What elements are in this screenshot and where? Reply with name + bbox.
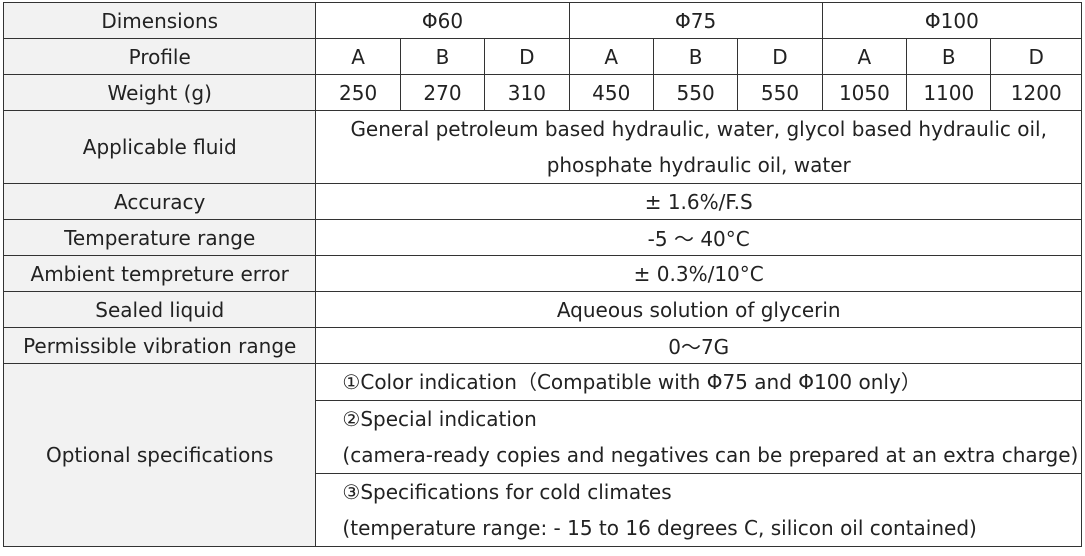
- optional-item-line: ①Color indication（Compatible with Φ75 an…: [342, 370, 921, 394]
- profile-cell: A: [821, 38, 908, 75]
- profile-cell: B: [652, 38, 739, 75]
- temperature-range-value: -5 〜 40°C: [315, 219, 1082, 256]
- profile-cell: A: [315, 38, 401, 75]
- optional-row: ②Special indication (camera-ready copies…: [4, 400, 1082, 474]
- weight-label: Weight (g): [2, 74, 317, 111]
- weight-cell: 550: [652, 74, 739, 111]
- temperature-range-label: Temperature range: [2, 219, 317, 256]
- dimensions-label: Dimensions: [2, 2, 317, 39]
- weight-cell: 250: [315, 74, 401, 111]
- dimensions-row: Dimensions Φ60 Φ75 Φ100: [2, 2, 1083, 39]
- profile-cell: D: [737, 38, 823, 75]
- vibration-row: Permissible vibration range 0〜7G: [2, 327, 1082, 364]
- profile-cell: B: [399, 38, 486, 75]
- profile-cell: D: [484, 38, 570, 75]
- accuracy-value: ± 1.6%/F.S: [315, 183, 1082, 220]
- applicable-fluid-line: phosphate hydraulic oil, water: [546, 153, 851, 177]
- optional-item-line: (camera-ready copies and negatives can b…: [342, 443, 1079, 467]
- dimension-phi100: Φ100: [821, 2, 1083, 39]
- profile-cell: B: [906, 38, 992, 75]
- sealed-liquid-row: Sealed liquid Aqueous solution of glycer…: [2, 291, 1082, 328]
- applicable-fluid-label: Applicable fluid: [2, 110, 317, 184]
- accuracy-label: Accuracy: [2, 183, 317, 220]
- weight-cell: 1050: [821, 74, 908, 111]
- weight-cell: 1100: [906, 74, 992, 111]
- temperature-range-row: Temperature range -5 〜 40°C: [2, 219, 1082, 256]
- ambient-error-value: ± 0.3%/10°C: [315, 255, 1082, 292]
- applicable-fluid-value: General petroleum based hydraulic, water…: [315, 110, 1082, 184]
- weight-row: Weight (g) 250 270 310 450 550 550 1050 …: [2, 74, 1082, 111]
- optional-row: ③Specifications for cold climates (tempe…: [4, 473, 1082, 547]
- profile-row: Profile A B D A B D A B D: [2, 38, 1082, 75]
- profile-cell: A: [568, 38, 654, 75]
- weight-cell: 1200: [990, 74, 1082, 111]
- weight-cell: 550: [737, 74, 823, 111]
- optional-item-3: ③Specifications for cold climates (tempe…: [315, 473, 1082, 547]
- optional-item-2: ②Special indication (camera-ready copies…: [315, 400, 1082, 474]
- ambient-error-label: Ambient tempreture error: [2, 255, 317, 292]
- weight-cell: 270: [399, 74, 486, 111]
- optional-item-line: ②Special indication: [342, 407, 537, 431]
- vibration-value: 0〜7G: [315, 327, 1082, 364]
- specifications-table: Dimensions Φ60 Φ75 Φ100 Profile A B D A …: [2, 2, 1083, 547]
- profile-label: Profile: [2, 38, 317, 75]
- vibration-label: Permissible vibration range: [2, 327, 317, 364]
- accuracy-row: Accuracy ± 1.6%/F.S: [2, 183, 1082, 220]
- optional-label: Optional specifications: [2, 363, 317, 547]
- profile-cell: D: [990, 38, 1082, 75]
- optional-row: Optional specifications ①Color indicatio…: [2, 363, 1082, 547]
- optional-item-line: ③Specifications for cold climates: [342, 480, 672, 504]
- dimension-phi60: Φ60: [315, 2, 570, 39]
- weight-cell: 450: [568, 74, 654, 111]
- ambient-error-row: Ambient tempreture error ± 0.3%/10°C: [2, 255, 1082, 292]
- optional-item-1: ①Color indication（Compatible with Φ75 an…: [315, 363, 1082, 401]
- weight-cell: 310: [484, 74, 570, 111]
- sealed-liquid-value: Aqueous solution of glycerin: [315, 291, 1082, 328]
- optional-item-line: (temperature range: - 15 to 16 degrees C…: [342, 516, 977, 540]
- dimension-phi75: Φ75: [568, 2, 823, 39]
- sealed-liquid-label: Sealed liquid: [2, 291, 317, 328]
- applicable-fluid-row: Applicable fluid General petroleum based…: [2, 110, 1082, 184]
- applicable-fluid-line: General petroleum based hydraulic, water…: [350, 117, 1047, 141]
